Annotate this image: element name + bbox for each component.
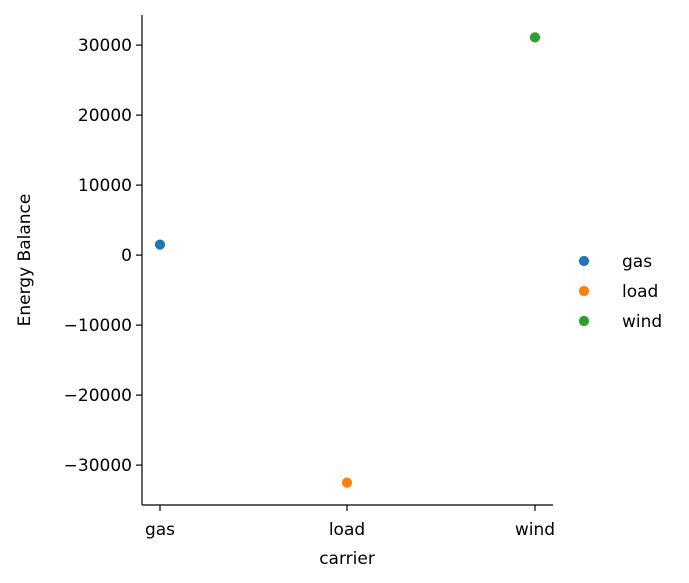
y-tick-label: 20000 (78, 106, 132, 126)
legend-label-load: load (622, 282, 658, 302)
x-tick-label: load (329, 520, 365, 540)
point-load (341, 476, 353, 489)
point-wind (529, 31, 541, 44)
legend-marker-wind (578, 315, 590, 327)
legend-label-wind: wind (622, 312, 662, 332)
axes (141, 15, 553, 506)
y-axis-title: Energy Balance (15, 194, 35, 327)
legend: gas load wind (578, 252, 662, 332)
y-tick-label: 10000 (78, 176, 132, 196)
y-tick-label: 0 (121, 246, 132, 266)
legend-marker-gas (578, 255, 590, 267)
x-axis-title: carrier (319, 549, 375, 569)
data-points (154, 31, 541, 489)
legend-marker-load (578, 285, 590, 297)
x-tick-label: gas (145, 520, 175, 540)
y-ticks: 30000 20000 10000 0 −10000 −20000 −30000 (64, 36, 142, 476)
y-tick-label: −20000 (64, 386, 132, 406)
legend-label-gas: gas (622, 252, 652, 272)
point-gas (154, 238, 166, 251)
x-ticks: gas load wind (145, 505, 555, 540)
x-tick-label: wind (515, 520, 555, 540)
y-tick-label: −30000 (64, 456, 132, 476)
y-tick-label: −10000 (64, 316, 132, 336)
y-tick-label: 30000 (78, 36, 132, 56)
